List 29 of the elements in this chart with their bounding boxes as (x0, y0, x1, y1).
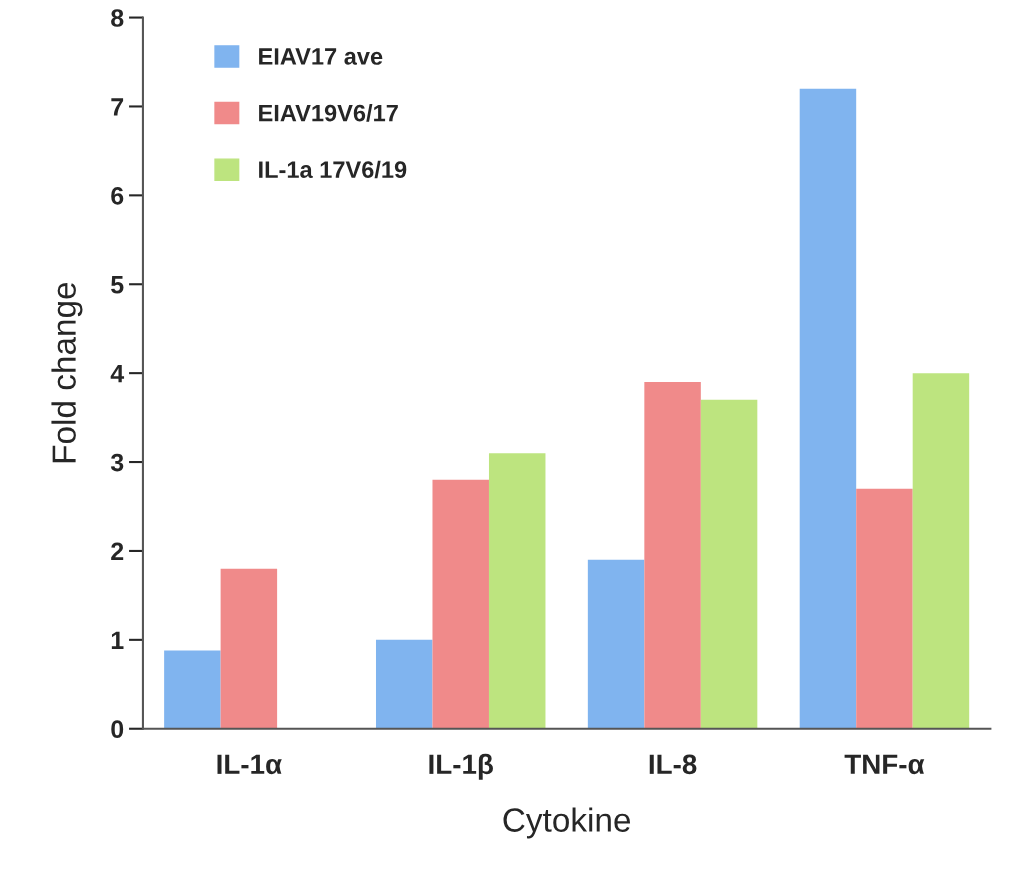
y-tick-label: 1 (111, 631, 124, 649)
x-axis-title: Cytokine (503, 807, 631, 839)
y-tick-label: 0 (111, 720, 124, 739)
x-tick-label: TNF-α (844, 754, 925, 775)
bar (700, 399, 758, 729)
legend-label: EIAV17 ave (259, 48, 383, 65)
bar (587, 559, 645, 729)
y-tick-label: 6 (111, 186, 124, 205)
x-tick-label: IL-8 (649, 754, 697, 775)
bar (220, 568, 278, 729)
y-tick-label: 4 (110, 365, 125, 383)
y-tick-label: 3 (110, 453, 124, 472)
y-tick-label: 5 (111, 276, 124, 294)
bar (375, 639, 433, 729)
bar (164, 650, 221, 729)
x-tick-label: IL-1β (429, 753, 493, 780)
x-tick-label: IL-1α (217, 754, 282, 775)
bar (488, 453, 546, 729)
y-tick-label: 7 (111, 98, 124, 116)
y-tick-label: 8 (111, 9, 124, 27)
bar (912, 373, 970, 729)
legend-label: IL-1a 17V6/19 (259, 160, 407, 179)
y-tick-label: 2 (111, 542, 124, 560)
bar (432, 479, 489, 729)
legend-label: EIAV19V6/17 (259, 104, 398, 122)
y-axis-title: Fold change (51, 282, 83, 463)
bar (644, 382, 701, 729)
bar (799, 88, 857, 729)
bar (856, 488, 913, 729)
